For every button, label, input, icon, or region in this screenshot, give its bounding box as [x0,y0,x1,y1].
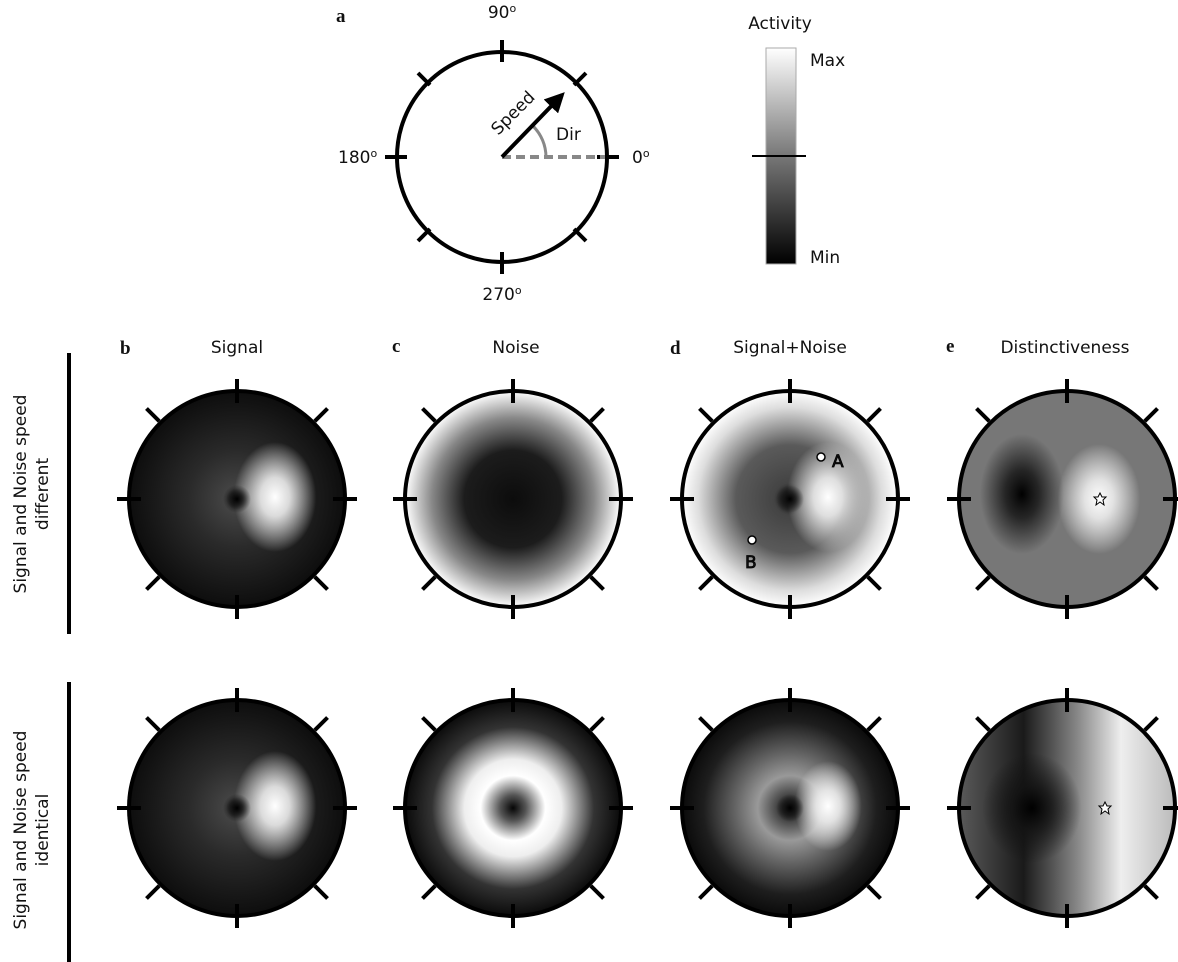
tick [866,884,882,900]
activity-maps [117,379,1178,928]
panel-label: b [120,338,131,359]
tick [698,407,714,423]
tick [145,407,161,423]
activity-map [405,700,621,916]
tick [975,884,991,900]
tick [975,575,991,591]
tick [421,575,437,591]
star [1092,491,1108,507]
tick [1143,884,1159,900]
activity-map [129,700,345,916]
activity-map [129,391,345,607]
tick [698,575,714,591]
tick [1143,575,1159,591]
angle-label: 180o [338,147,377,168]
tick [589,575,605,591]
angle-label: 270o [482,284,521,305]
activity-map [959,391,1175,607]
panel-label: c [392,336,400,357]
column-title: Signal+Noise [733,338,847,358]
angle-label: 90o [488,2,517,23]
point-label: A [832,452,844,472]
tick [313,716,329,732]
tick [866,716,882,732]
tick [313,884,329,900]
tick [698,716,714,732]
tick [589,716,605,732]
tick [145,716,161,732]
angle-label: 0o [632,147,650,168]
activity-map [405,391,621,607]
panel-label: d [670,338,681,359]
tick [866,575,882,591]
activity-map [682,700,898,916]
column-title: Signal [211,338,263,358]
row-label: different [33,458,53,531]
colorbar-title: Activity [748,14,812,34]
colorbar-max: Max [810,51,845,71]
point-label: B [745,553,757,573]
tick [1143,716,1159,732]
dir-label: Dir [556,125,581,145]
column-title: Distinctiveness [1000,338,1129,358]
star [1097,800,1113,816]
row-label: Signal and Noise speed [11,395,31,594]
tick [313,575,329,591]
tick [421,884,437,900]
tick [589,884,605,900]
row-label: Signal and Noise speed [11,731,31,930]
tick [313,407,329,423]
tick [975,716,991,732]
panel-label: a [336,6,346,27]
column-title: Noise [492,338,539,358]
tick [866,407,882,423]
tick [1143,407,1159,423]
tick [145,575,161,591]
tick [421,407,437,423]
tick [145,884,161,900]
activity-map [682,391,898,607]
direction-dial [385,40,619,274]
tick [698,884,714,900]
panel-label: e [946,336,954,357]
row-label: identical [33,794,53,867]
activity-map [959,700,1175,916]
tick [975,407,991,423]
tick [421,716,437,732]
colorbar-min: Min [810,248,840,268]
tick [589,407,605,423]
